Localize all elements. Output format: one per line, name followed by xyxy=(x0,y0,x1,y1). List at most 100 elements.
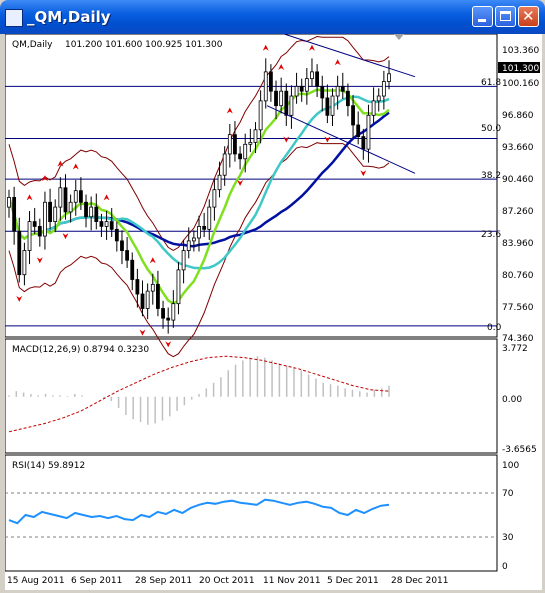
candle-body xyxy=(197,226,201,239)
candle-body xyxy=(32,221,37,227)
candle-body xyxy=(63,187,68,213)
fibonacci-levels xyxy=(5,85,497,327)
candle-body xyxy=(94,206,99,222)
candle-body xyxy=(212,189,217,208)
candle-body xyxy=(181,250,186,271)
candle-body xyxy=(253,129,258,143)
fractal-down-marker xyxy=(16,295,23,302)
candle-body xyxy=(299,85,304,92)
candle-body xyxy=(104,221,109,227)
candle-body xyxy=(366,114,371,150)
symbol-label: QM,Daily xyxy=(12,40,53,50)
fractal-up-marker xyxy=(72,163,79,170)
maximize-icon xyxy=(500,11,511,21)
candle-body xyxy=(263,71,268,102)
candle-body xyxy=(78,190,83,203)
fractal-up-marker xyxy=(278,64,285,71)
candle-body xyxy=(222,153,227,176)
fractal-up-marker xyxy=(334,59,341,66)
candle-body xyxy=(351,105,355,126)
fractal-down-marker xyxy=(324,136,331,143)
fractal-up-marker xyxy=(262,44,269,51)
channel-lower-line xyxy=(266,105,416,174)
minimize-button[interactable] xyxy=(472,6,493,27)
candle-body xyxy=(340,85,345,92)
channel-upper-line xyxy=(282,34,416,78)
candle-body xyxy=(315,71,320,87)
fib-label: 0.0 xyxy=(487,323,502,333)
x-date-label: 20 Oct 2011 xyxy=(199,576,255,586)
title-bar[interactable]: _QM,Daily ✕ xyxy=(0,0,545,34)
candle-body xyxy=(17,230,22,276)
candle-body xyxy=(243,143,248,160)
candle-body xyxy=(258,100,263,131)
fractal-up-marker xyxy=(57,160,64,167)
chart-area[interactable]: QM,Daily 101.200 101.600 100.925 101.300… xyxy=(5,34,542,590)
price-panel xyxy=(5,34,498,338)
candle-body xyxy=(171,303,176,321)
candle-body xyxy=(268,71,273,92)
candle-body xyxy=(381,81,386,97)
maximize-button[interactable] xyxy=(495,6,516,27)
fractal-down-marker xyxy=(139,329,146,336)
price-tick: 103.360 xyxy=(502,46,539,56)
candle-body xyxy=(227,134,232,155)
price-tick: 77.560 xyxy=(502,303,534,313)
macd-signal-line xyxy=(8,355,390,433)
x-date-label: 6 Sep 2011 xyxy=(71,576,122,586)
chart-svg: QM,Daily 101.200 101.600 100.925 101.300… xyxy=(5,34,540,586)
candle-body xyxy=(176,269,181,305)
candle-body xyxy=(217,174,222,191)
price-tick: 83.960 xyxy=(502,239,534,249)
candle-body xyxy=(248,141,253,145)
fractal-down-marker xyxy=(283,136,290,143)
candle-body xyxy=(356,124,361,137)
price-tick: 87.260 xyxy=(502,207,534,217)
candle-body xyxy=(166,317,171,321)
candle-body xyxy=(58,187,63,208)
candle-body xyxy=(150,283,155,292)
candlesticks xyxy=(7,58,391,334)
candle-body xyxy=(114,228,119,242)
candle-body xyxy=(325,97,330,116)
candle-body xyxy=(207,206,212,230)
candle-body xyxy=(120,240,124,251)
candle-body xyxy=(7,197,11,208)
candle-body xyxy=(202,226,207,230)
rsi-tick: 70 xyxy=(502,489,514,499)
price-tick: 100.160 xyxy=(502,79,539,89)
candle-body xyxy=(320,85,325,99)
trend-channel xyxy=(266,34,416,174)
candle-body xyxy=(84,201,88,218)
rsi-path xyxy=(8,498,390,525)
rsi-tick: 0 xyxy=(502,562,508,572)
macd-panel xyxy=(5,338,498,454)
fractal-up-marker xyxy=(149,257,156,264)
candle-body xyxy=(289,95,294,116)
macd-tick: 3.772 xyxy=(502,344,528,354)
candle-body xyxy=(304,78,309,92)
x-date-label: 5 Dec 2011 xyxy=(327,576,379,586)
candle-body xyxy=(238,153,242,160)
fractal-up-marker xyxy=(226,107,233,114)
chart-app-icon xyxy=(5,9,23,27)
candle-body xyxy=(376,95,381,102)
close-icon: ✕ xyxy=(522,7,535,25)
candle-body xyxy=(191,237,196,242)
close-button[interactable]: ✕ xyxy=(518,6,539,27)
fractal-down-marker xyxy=(237,179,244,186)
price-tick: 90.460 xyxy=(502,175,534,185)
candle-body xyxy=(335,85,340,97)
rsi-tick: 100 xyxy=(502,461,519,471)
chart-shift-marker[interactable] xyxy=(394,34,404,40)
candle-body xyxy=(109,221,114,230)
candle-body xyxy=(135,279,140,295)
fractal-down-marker xyxy=(165,341,172,348)
fib-label: 61.8 xyxy=(481,78,501,88)
x-date-label: 11 Nov 2011 xyxy=(263,576,321,586)
rsi-panel xyxy=(5,454,498,572)
candle-body xyxy=(387,73,391,82)
current-price-label: 101.300 xyxy=(502,64,539,74)
candle-body xyxy=(233,134,237,155)
fractal-up-marker xyxy=(103,194,110,201)
